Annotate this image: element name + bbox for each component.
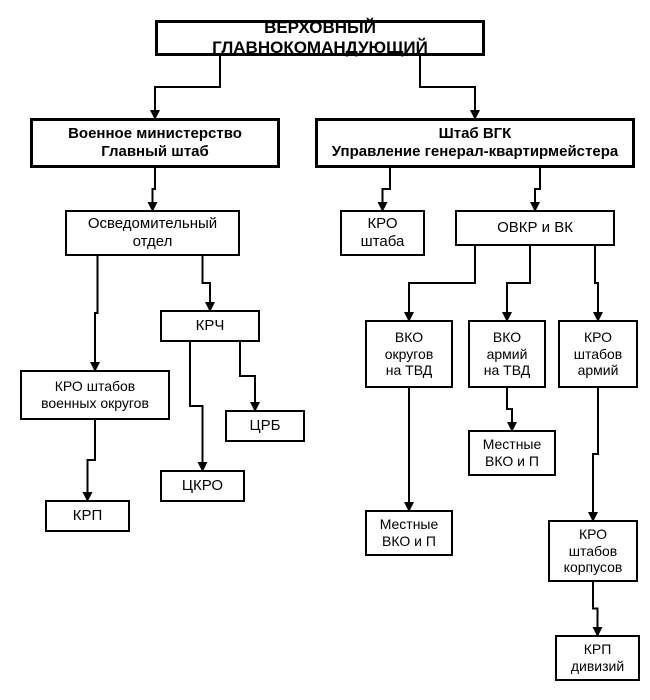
edge-supreme-to-ministry xyxy=(155,56,220,118)
node-local_vko1: Местные ВКО и П xyxy=(468,430,556,476)
node-label: Местные ВКО и П xyxy=(380,516,439,550)
node-label: ВКО округов на ТВД xyxy=(385,329,434,379)
edge-ovkr-to-kro_army xyxy=(595,246,598,320)
node-ckro: ЦКРО xyxy=(160,470,245,502)
node-ministry: Военное министерство Главный штаб xyxy=(30,118,280,168)
node-label: КРО штабов армий xyxy=(574,329,623,379)
edge-hq-to-ovkr xyxy=(535,168,540,210)
org-chart-canvas: ВЕРХОВНЫЙ ГЛАВНОКОМАНДУЮЩИЙ Военное минис… xyxy=(0,0,650,700)
node-label: КРП xyxy=(73,507,103,525)
edge-kro_army-to-kro_corps xyxy=(593,388,598,520)
node-label: Штаб ВГК Управление генерал-квартирмейст… xyxy=(332,125,618,161)
edge-intel-to-kro_districts xyxy=(95,256,98,370)
edge-ovkr-to-vko_okrug xyxy=(409,246,475,320)
node-supreme: ВЕРХОВНЫЙ ГЛАВНОКОМАНДУЮЩИЙ xyxy=(155,20,485,56)
node-kro_hq: КРО штаба xyxy=(340,210,425,256)
node-vko_okrug: ВКО округов на ТВД xyxy=(365,320,453,388)
edge-ovkr-to-vko_army xyxy=(507,246,530,320)
node-label: ЦКРО xyxy=(182,477,223,495)
node-label: КРО штабов корпусов xyxy=(564,526,623,576)
node-intel: Осведомительный отдел xyxy=(65,210,240,256)
node-ovkr: ОВКР и ВК xyxy=(455,210,615,246)
edge-vko_army-to-local_vko1 xyxy=(507,388,512,430)
node-label: Осведомительный отдел xyxy=(88,215,217,251)
node-krp_div: КРП дивизий xyxy=(555,635,640,681)
node-label: Местные ВКО и П xyxy=(483,436,542,470)
edge-supreme-to-hq xyxy=(420,56,475,118)
node-kro_districts: КРО штабов военных округов xyxy=(20,370,170,420)
node-label: ОВКР и ВК xyxy=(497,219,573,237)
node-label: ВКО армий на ТВД xyxy=(484,329,530,379)
node-label: ВЕРХОВНЫЙ ГЛАВНОКОМАНДУЮЩИЙ xyxy=(164,18,476,59)
node-label: КРП дивизий xyxy=(571,641,624,675)
node-hq: Штаб ВГК Управление генерал-квартирмейст… xyxy=(315,118,635,168)
edge-ministry-to-intel xyxy=(153,168,156,210)
edge-intel-to-krch xyxy=(203,256,211,310)
node-label: КРЧ xyxy=(196,317,225,335)
node-vko_army: ВКО армий на ТВД xyxy=(468,320,546,388)
node-label: Военное министерство Главный штаб xyxy=(68,125,242,161)
node-krp: КРП xyxy=(45,500,130,532)
edge-krch-to-crb xyxy=(240,342,255,410)
edge-kro_districts-to-krp xyxy=(88,420,96,500)
edge-kro_corps-to-krp_div xyxy=(593,582,598,635)
node-label: КРО штабов военных округов xyxy=(41,378,149,412)
node-krch: КРЧ xyxy=(160,310,260,342)
node-crb: ЦРБ xyxy=(225,410,305,442)
edge-hq-to-kro_hq xyxy=(383,168,391,210)
edge-krch-to-ckro xyxy=(190,342,203,470)
node-kro_corps: КРО штабов корпусов xyxy=(548,520,638,582)
node-label: ЦРБ xyxy=(250,417,281,435)
node-label: КРО штаба xyxy=(361,215,405,251)
edges-layer xyxy=(0,0,650,700)
node-local_vko2: Местные ВКО и П xyxy=(365,510,453,556)
node-kro_army: КРО штабов армий xyxy=(558,320,638,388)
